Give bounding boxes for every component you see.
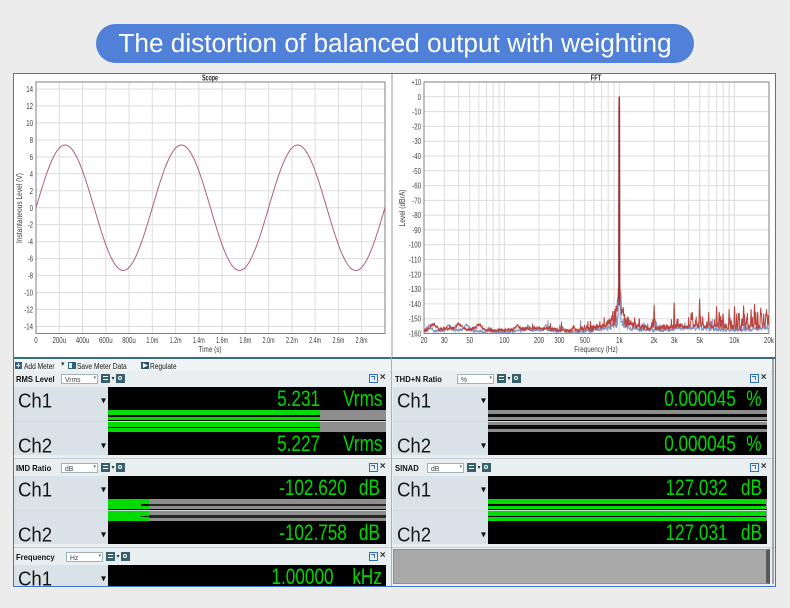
svg-text:10: 10 — [26, 119, 33, 128]
svg-text:-60: -60 — [412, 182, 421, 191]
svg-text:800u: 800u — [122, 336, 136, 345]
svg-text:1.6m: 1.6m — [216, 336, 228, 345]
svg-text:6: 6 — [30, 153, 34, 162]
svg-text:2.4m: 2.4m — [309, 336, 321, 345]
svg-text:-10: -10 — [412, 108, 421, 117]
svg-text:Frequency (Hz): Frequency (Hz) — [574, 345, 618, 354]
svg-text:-40: -40 — [412, 152, 421, 161]
svg-text:2.6m: 2.6m — [332, 336, 344, 345]
svg-text:-6: -6 — [28, 255, 34, 264]
svg-text:-50: -50 — [412, 167, 421, 176]
svg-text:100: 100 — [499, 336, 510, 345]
svg-text:-10: -10 — [24, 289, 33, 298]
svg-text:2k: 2k — [651, 336, 659, 345]
svg-text:1.4m: 1.4m — [193, 336, 205, 345]
svg-text:-140: -140 — [409, 300, 422, 309]
svg-text:-4: -4 — [28, 238, 34, 247]
svg-text:1.2m: 1.2m — [170, 336, 182, 345]
svg-text:2.8m: 2.8m — [356, 336, 368, 345]
svg-text:600u: 600u — [99, 336, 113, 345]
svg-text:-160: -160 — [409, 330, 422, 339]
svg-text:400u: 400u — [76, 336, 90, 345]
svg-text:300: 300 — [554, 336, 565, 345]
svg-text:-120: -120 — [409, 270, 422, 279]
svg-text:10k: 10k — [729, 336, 740, 345]
svg-text:20k: 20k — [764, 336, 775, 345]
svg-text:+10: +10 — [411, 78, 421, 87]
svg-text:-8: -8 — [28, 272, 34, 281]
svg-text:-130: -130 — [409, 285, 422, 294]
svg-text:20: 20 — [421, 336, 428, 345]
svg-text:14: 14 — [26, 85, 33, 94]
svg-text:-14: -14 — [24, 323, 33, 332]
svg-text:-30: -30 — [412, 137, 421, 146]
svg-text:FFT: FFT — [591, 74, 602, 83]
svg-text:1.0m: 1.0m — [146, 336, 158, 345]
svg-text:30: 30 — [441, 336, 448, 345]
svg-text:50: 50 — [466, 336, 473, 345]
svg-text:Time (s): Time (s) — [199, 345, 222, 354]
svg-text:12: 12 — [26, 102, 33, 111]
svg-text:4: 4 — [30, 170, 34, 179]
svg-text:-90: -90 — [412, 226, 421, 235]
svg-text:8: 8 — [30, 136, 34, 145]
svg-text:3k: 3k — [671, 336, 679, 345]
svg-text:-70: -70 — [412, 196, 421, 205]
svg-text:Scope: Scope — [202, 74, 218, 83]
svg-text:Instantaneous Level (V): Instantaneous Level (V) — [15, 173, 24, 243]
svg-text:Level (dBrA): Level (dBrA) — [398, 189, 407, 226]
svg-text:-100: -100 — [409, 241, 422, 250]
svg-text:-20: -20 — [412, 122, 421, 131]
svg-text:1k: 1k — [616, 336, 624, 345]
svg-text:-150: -150 — [409, 315, 422, 324]
svg-text:0: 0 — [418, 93, 422, 102]
svg-text:0: 0 — [34, 336, 38, 345]
svg-text:200: 200 — [534, 336, 545, 345]
svg-text:2.0m: 2.0m — [263, 336, 275, 345]
svg-text:200u: 200u — [53, 336, 67, 345]
svg-text:-12: -12 — [24, 306, 33, 315]
svg-text:1.8m: 1.8m — [239, 336, 251, 345]
svg-text:-2: -2 — [28, 221, 34, 230]
svg-text:-80: -80 — [412, 211, 421, 220]
svg-text:0: 0 — [30, 204, 34, 213]
svg-text:-110: -110 — [409, 256, 422, 265]
svg-text:2.2m: 2.2m — [286, 336, 298, 345]
svg-text:500: 500 — [580, 336, 591, 345]
svg-text:5k: 5k — [696, 336, 704, 345]
svg-text:2: 2 — [30, 187, 34, 196]
